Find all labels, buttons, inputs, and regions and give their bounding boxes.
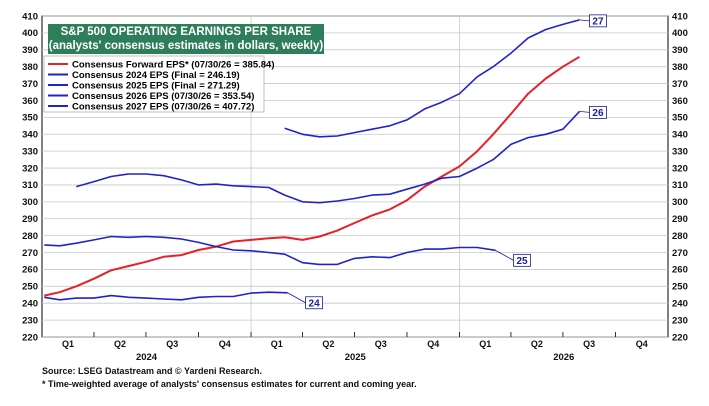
y-tick-label-left: 220 <box>22 332 38 343</box>
y-tick-label-right: 380 <box>672 62 688 73</box>
legend-entry: Consensus Forward EPS* (07/30/26 = 385.8… <box>72 59 275 70</box>
x-tick-label: Q2 <box>114 339 126 349</box>
y-tick-label-right: 330 <box>672 146 688 157</box>
series-end-labels: 24 25 26 27 <box>287 14 607 310</box>
y-tick-label-left: 400 <box>22 28 38 39</box>
y-tick-label-left: 230 <box>22 315 38 326</box>
y-tick-label-left: 300 <box>22 197 38 208</box>
x-tick-label: Q1 <box>62 339 74 349</box>
y-tick-label-right: 290 <box>672 214 688 225</box>
series-line-forward <box>44 55 581 297</box>
y-tick-label-left: 390 <box>22 45 38 56</box>
chart-title-box: S&P 500 OPERATING EARNINGS PER SHARE (an… <box>48 24 324 54</box>
y-tick-label-left: 280 <box>22 231 38 242</box>
y-tick-label-right: 220 <box>672 332 688 343</box>
x-tick-label: Q4 <box>219 339 231 349</box>
y-tick-label-left: 350 <box>22 113 38 124</box>
legend: Consensus Forward EPS* (07/30/26 = 385.8… <box>43 55 275 113</box>
y-axis-left: 220 230 240 250 260 270 280 290 300 310 320 330 340 3… <box>22 11 38 343</box>
y-tick-label-right: 310 <box>672 180 688 191</box>
y-tick-label-right: 300 <box>672 197 688 208</box>
legend-entry: Consensus 2025 EPS (Final = 271.29) <box>72 80 240 91</box>
x-tick-label: Q2 <box>531 339 543 349</box>
y-tick-label-right: 370 <box>672 79 688 90</box>
y-tick-label-left: 360 <box>22 96 38 107</box>
x-tick-label: Q1 <box>479 339 491 349</box>
y-tick-label-right: 320 <box>672 163 688 174</box>
x-axis: Q1 Q2 Q3 Q4 2024 Q1 Q2 Q3 Q4 2025 Q1 Q2 Q3 Q4 2026 <box>62 332 648 363</box>
series-line-26 <box>76 110 581 204</box>
x-tick-label: Q4 <box>427 339 439 349</box>
end-label-leader <box>579 19 590 22</box>
y-tick-label-left: 320 <box>22 163 38 174</box>
end-label-27: 27 <box>592 16 604 27</box>
x-tick-label: Q2 <box>322 339 334 349</box>
y-tick-label-left: 310 <box>22 180 38 191</box>
x-tick-label: Q1 <box>271 339 283 349</box>
x-tick-label: Q3 <box>375 339 387 349</box>
legend-entry: Consensus 2024 EPS (Final = 246.19) <box>72 70 240 81</box>
y-tick-label-left: 330 <box>22 146 38 157</box>
y-tick-label-left: 370 <box>22 79 38 90</box>
x-tick-label: Q3 <box>166 339 178 349</box>
series-line-27 <box>284 19 580 138</box>
y-tick-label-left: 250 <box>22 282 38 293</box>
end-label-leader <box>287 292 306 304</box>
legend-box <box>43 55 265 113</box>
x-year-label: 2025 <box>345 352 367 363</box>
end-label-26: 26 <box>592 108 604 119</box>
chart-subtitle: (analysts' consensus estimates in dollar… <box>48 40 324 52</box>
series-line-24 <box>44 291 288 301</box>
end-label-box <box>589 14 607 28</box>
y-tick-label-right: 270 <box>672 248 688 259</box>
y-tick-label-left: 340 <box>22 130 38 141</box>
x-year-label: 2024 <box>136 352 158 363</box>
y-tick-label-left: 270 <box>22 248 38 259</box>
y-tick-label-right: 230 <box>672 315 688 326</box>
y-tick-label-left: 410 <box>22 11 38 22</box>
series-line-25 <box>44 235 496 266</box>
y-axis-right: 220 230 240 250 260 270 280 290 300 310 320 330 340 3… <box>672 11 688 343</box>
end-label-25: 25 <box>516 256 528 267</box>
y-tick-label-right: 390 <box>672 45 688 56</box>
footnote: * Time-weighted average of analysts' con… <box>42 379 417 389</box>
y-tick-label-right: 350 <box>672 113 688 124</box>
source-note: Source: LSEG Datastream and © Yardeni Re… <box>42 366 263 376</box>
y-tick-label-right: 360 <box>672 96 688 107</box>
y-tick-label-right: 400 <box>672 28 688 39</box>
legend-entry: Consensus 2027 EPS (07/30/26 = 407.72) <box>72 101 254 112</box>
end-label-box <box>513 253 531 267</box>
legend-entry: Consensus 2026 EPS (07/30/26 = 353.54) <box>72 91 254 102</box>
y-tick-label-right: 340 <box>672 130 688 141</box>
y-tick-label-left: 240 <box>22 299 38 310</box>
y-tick-label-left: 260 <box>22 265 38 276</box>
y-tick-label-right: 410 <box>672 11 688 22</box>
end-label-box <box>589 105 607 119</box>
end-label-24: 24 <box>309 298 321 309</box>
y-tick-label-right: 250 <box>672 282 688 293</box>
x-tick-label: Q4 <box>636 339 648 349</box>
y-tick-label-left: 290 <box>22 214 38 225</box>
y-tick-label-right: 280 <box>672 231 688 242</box>
end-label-box <box>305 296 324 310</box>
x-year-label: 2026 <box>553 352 574 363</box>
end-label-leader <box>579 110 590 113</box>
x-tick-label: Q3 <box>583 339 595 349</box>
end-label-leader <box>495 249 514 261</box>
y-tick-label-right: 260 <box>672 265 688 276</box>
series-lines <box>44 19 581 301</box>
y-tick-label-left: 380 <box>22 62 38 73</box>
chart-title: S&P 500 OPERATING EARNINGS PER SHARE <box>60 26 312 38</box>
y-tick-label-right: 240 <box>672 299 688 310</box>
